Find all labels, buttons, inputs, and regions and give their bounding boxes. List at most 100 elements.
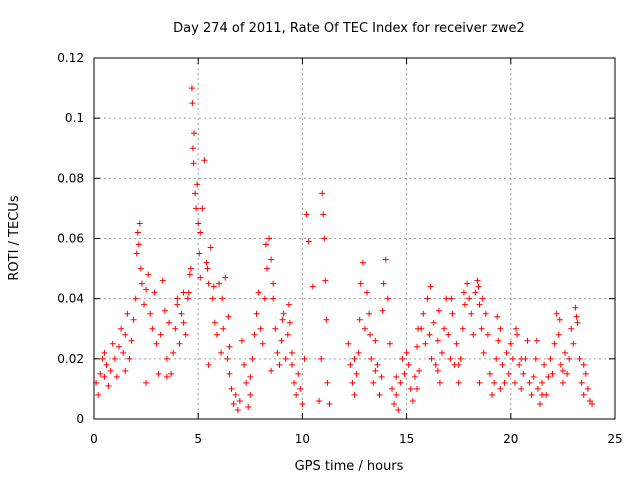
data-point: [257, 325, 264, 332]
data-point: [232, 391, 239, 398]
data-point: [573, 313, 580, 320]
data-point: [326, 400, 333, 407]
data-point: [170, 349, 177, 356]
data-point: [207, 244, 214, 251]
data-point: [380, 280, 387, 287]
data-point: [533, 337, 540, 344]
data-point: [203, 259, 210, 266]
data-point: [424, 295, 431, 302]
data-point: [95, 391, 102, 398]
data-point: [218, 349, 225, 356]
data-point: [457, 355, 464, 362]
data-point: [168, 370, 175, 377]
data-point: [189, 100, 196, 107]
data-point: [93, 379, 100, 386]
data-point: [174, 301, 181, 308]
data-point: [549, 370, 556, 377]
data-points: [93, 85, 596, 413]
data-point: [495, 337, 502, 344]
data-point: [322, 277, 329, 284]
data-point: [422, 340, 429, 347]
y-tick-label: 0.04: [57, 292, 84, 306]
data-point: [514, 331, 521, 338]
data-point: [195, 220, 202, 227]
x-tick-label: 10: [295, 432, 310, 446]
data-point: [501, 379, 508, 386]
data-point: [316, 397, 323, 404]
data-point: [118, 325, 125, 332]
data-point: [372, 367, 379, 374]
data-point: [189, 145, 196, 152]
data-point: [420, 310, 427, 317]
y-tick-label: 0.12: [57, 51, 84, 65]
data-point: [263, 265, 270, 272]
data-point: [447, 355, 454, 362]
data-point: [194, 181, 201, 188]
data-point: [191, 130, 198, 137]
data-point: [556, 316, 563, 323]
data-point: [491, 379, 498, 386]
x-tick-label: 15: [399, 432, 414, 446]
data-point: [382, 256, 389, 263]
data-point: [476, 379, 483, 386]
data-point: [222, 274, 229, 281]
data-point: [461, 301, 468, 308]
data-point: [445, 331, 452, 338]
data-point: [499, 361, 506, 368]
y-tick-label: 0.02: [57, 352, 84, 366]
data-point: [241, 361, 248, 368]
data-point: [582, 370, 589, 377]
data-point: [172, 325, 179, 332]
data-point: [568, 325, 575, 332]
data-point: [520, 370, 527, 377]
data-point: [397, 379, 404, 386]
data-point: [474, 277, 481, 284]
data-point: [153, 340, 160, 347]
data-point: [132, 295, 139, 302]
data-point: [151, 289, 158, 296]
data-point: [407, 385, 414, 392]
data-point: [288, 361, 295, 368]
data-point: [321, 235, 328, 242]
data-point: [379, 307, 386, 314]
data-point: [284, 331, 291, 338]
y-tick-label: 0.06: [57, 232, 84, 246]
data-point: [270, 295, 277, 302]
x-tick-label: 20: [503, 432, 518, 446]
data-point: [166, 319, 173, 326]
data-point: [486, 370, 493, 377]
data-point: [345, 340, 352, 347]
data-point: [370, 379, 377, 386]
data-point: [378, 373, 385, 380]
data-point: [193, 205, 200, 212]
data-point: [186, 271, 193, 278]
data-point: [180, 319, 187, 326]
data-point: [141, 301, 148, 308]
data-point: [547, 355, 554, 362]
grid: [94, 58, 615, 419]
data-point: [368, 355, 375, 362]
data-point: [262, 241, 269, 248]
data-point: [226, 343, 233, 350]
data-point: [428, 355, 435, 362]
data-point: [97, 370, 104, 377]
data-point: [414, 385, 421, 392]
data-point: [415, 325, 422, 332]
data-point: [182, 331, 189, 338]
data-point: [236, 397, 243, 404]
data-point: [161, 307, 168, 314]
data-point: [103, 361, 110, 368]
data-point: [124, 310, 131, 317]
data-point: [197, 229, 204, 236]
data-point: [356, 316, 363, 323]
axis-ticks: 0 5 10 15 20 25 0 0.02 0.04 0.06 0.08 0.1 0.12: [57, 51, 622, 446]
data-point: [101, 349, 108, 356]
data-point: [291, 379, 298, 386]
data-point: [178, 310, 185, 317]
data-point: [122, 331, 129, 338]
data-point: [137, 265, 144, 272]
data-point: [278, 337, 285, 344]
data-point: [268, 256, 275, 263]
y-axis-label: ROTI / TECUs: [7, 195, 22, 280]
